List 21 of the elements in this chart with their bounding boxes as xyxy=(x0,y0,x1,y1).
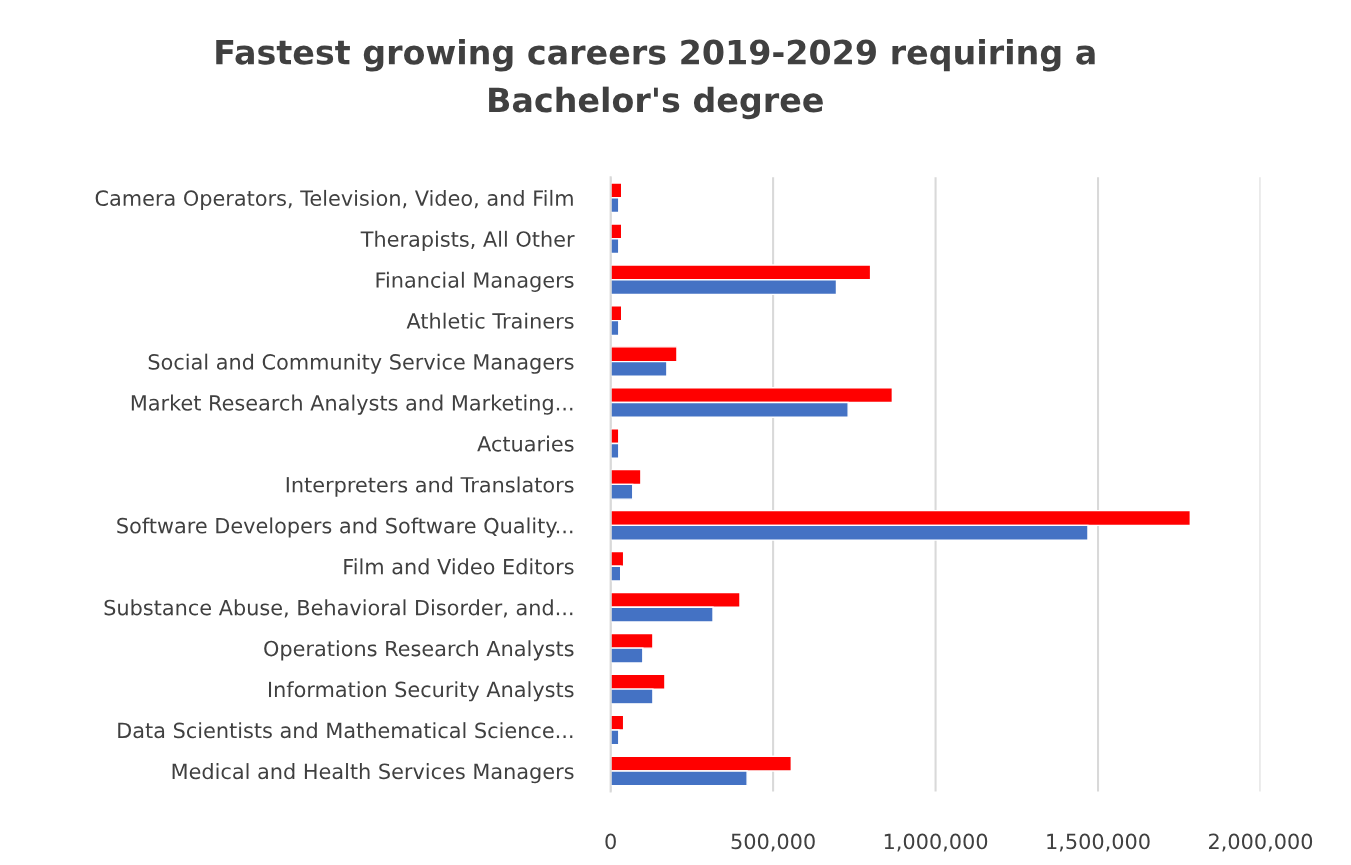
y-tick-label: Therapists, All Other xyxy=(360,230,575,251)
x-tick-label: 2,000,000 xyxy=(1209,833,1313,852)
y-tick-label: Camera Operators, Television, Video, and Film xyxy=(95,189,573,211)
y-tick-label: Film and Video Editors xyxy=(344,558,574,575)
y-tick-label: Financial Managers xyxy=(376,271,574,292)
y-tick-label: Interpreters and Translators xyxy=(286,476,574,497)
y-tick-label: Actuaries xyxy=(477,435,574,452)
x-tick-label: 0 xyxy=(605,833,616,850)
y-tick-label: Market Research Analysts and Marketing... xyxy=(131,394,573,415)
x-tick-label: 1,500,000 xyxy=(1047,833,1150,852)
chart-title: Fastest growing careers 2019-2029 requiring a Bachelor's degree xyxy=(216,38,1095,120)
x-tick-label: 500,000 xyxy=(731,833,815,852)
y-tick-label: Software Developers and Software Quality... xyxy=(117,517,573,538)
y-tick-label: Social and Community Service Managers xyxy=(148,353,574,374)
x-tick-label: 1,000,000 xyxy=(884,833,988,852)
y-tick-label: Athletic Trainers xyxy=(406,312,574,329)
y-tick-label: Substance Abuse, Behavioral Disorder, and... xyxy=(104,599,573,618)
y-tick-label: Medical and Health Services Managers xyxy=(172,763,574,784)
y-tick-label: Information Security Analysts xyxy=(268,681,574,702)
y-tick-label: Data Scientists and Mathematical Science... xyxy=(118,722,573,739)
y-tick-label: Operations Research Analysts xyxy=(264,640,574,661)
